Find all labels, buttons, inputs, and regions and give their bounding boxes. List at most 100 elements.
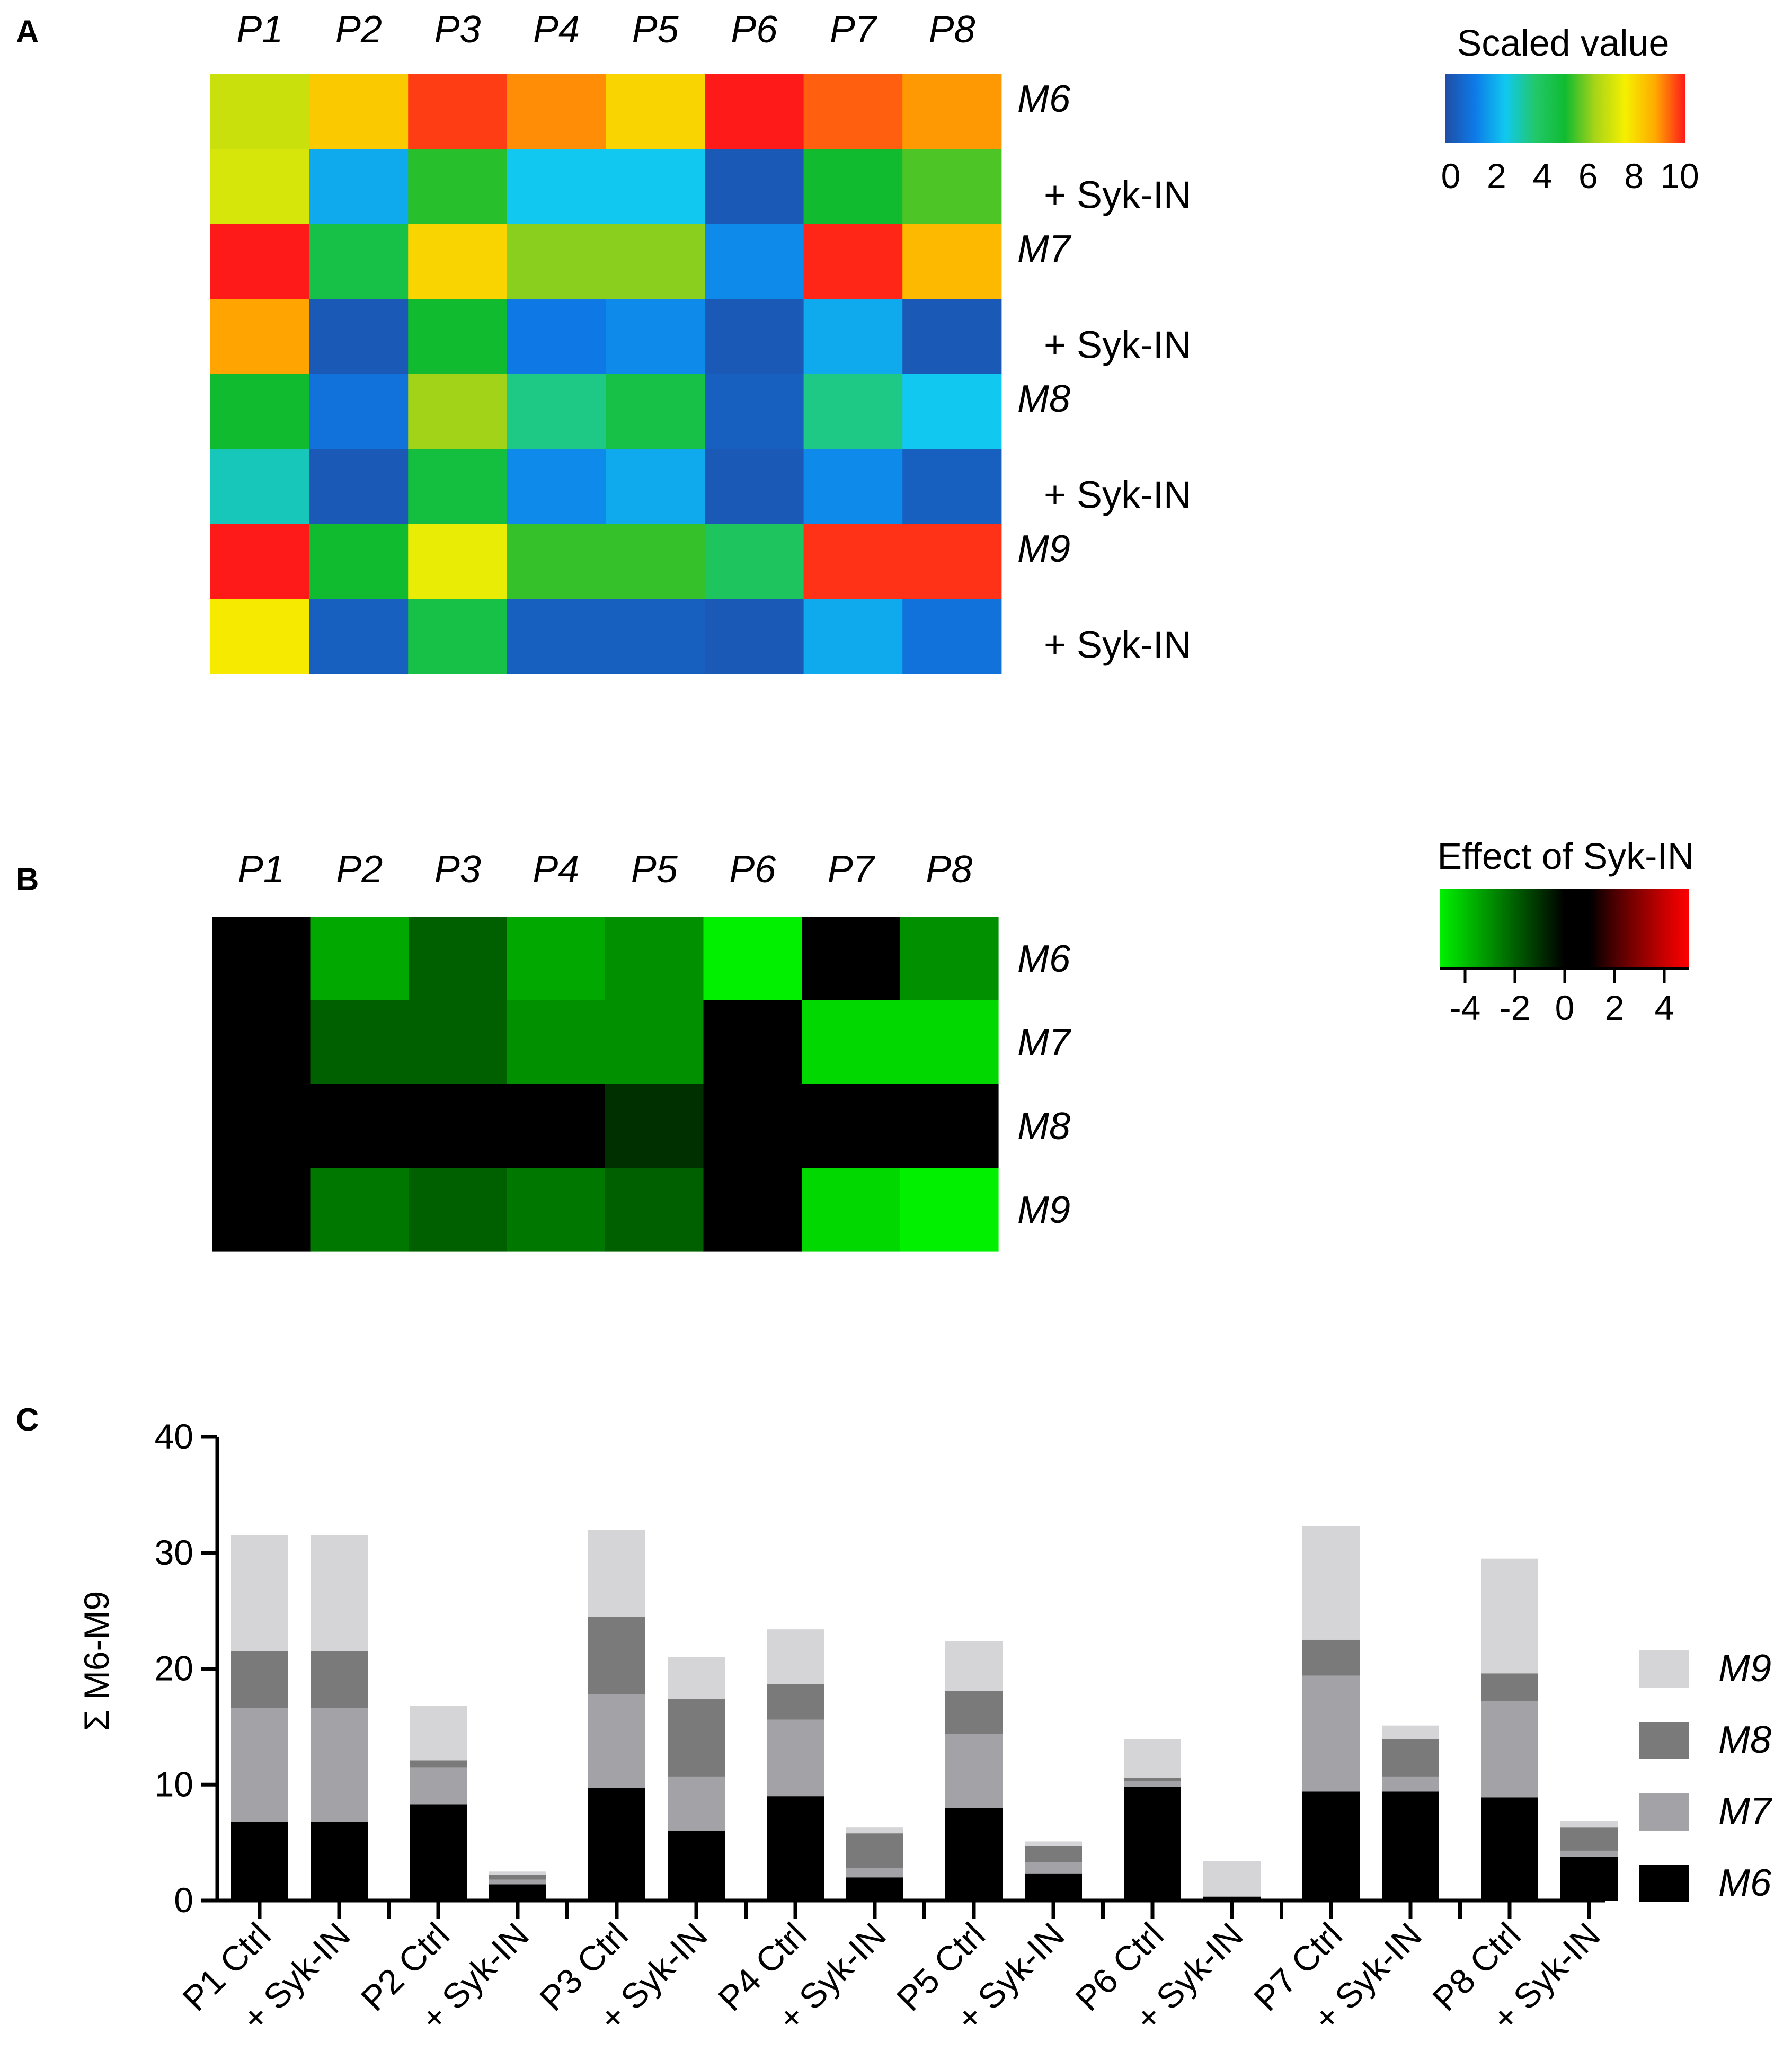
heatmap-a-cell [902,299,1002,375]
bar-segment-m6 [1560,1856,1618,1901]
heatmap-b-cell [409,1084,508,1168]
heatmap-b-col-p3: P3 [434,848,481,891]
bar-segment-m8 [1025,1846,1082,1862]
heatmap-a-cell [803,224,903,300]
heatmap-a-cell [705,599,804,674]
heatmap-a-cell [507,74,606,150]
heatmap-a-cell [705,299,804,375]
heatmap-b-cell [703,1000,802,1085]
heatmap-a-cell [507,224,606,300]
legend-swatch-m6 [1639,1865,1689,1902]
legend-label-m7: M7 [1718,1790,1773,1833]
bar-segment-m7 [1025,1862,1082,1874]
heatmap-a-cell [705,224,804,300]
heatmap-b-column-labels: P1 P2 P3 P4 P5 P6 P7 P8 [238,848,973,891]
bar-chart-c-bars [231,1526,1618,1901]
heatmap-b-cell [703,1168,802,1252]
legend-a-tick-label: 6 [1578,156,1598,196]
heatmap-a-cell [309,224,409,300]
legend-a-tick-label: 4 [1532,156,1552,196]
heatmap-b-cell [900,1000,999,1085]
legend-b-tick-label: 4 [1655,988,1674,1027]
heatmap-a-cell [606,299,705,375]
bar-segment-m7 [846,1868,903,1878]
heatmap-a-row-label: + Syk-IN [1044,324,1191,366]
heatmap-a-cell [210,74,310,150]
legend-a-tick-label: 2 [1487,156,1506,196]
heatmap-a-cell [507,299,606,375]
heatmap-a-cell [705,449,804,525]
heatmap-a-cell [309,299,409,375]
heatmap-b-cell [605,1168,704,1252]
heatmap-a-cell [606,374,705,450]
heatmap-b-cell [310,917,409,1001]
heatmap-b-col-p5: P5 [631,848,678,891]
bar-segment-m8 [410,1760,467,1768]
heatmap-a-cell [902,599,1002,674]
heatmap-a-cell [507,149,606,225]
heatmap-a-cell [803,374,903,450]
heatmap-b-row-label: M9 [1017,1189,1070,1231]
heatmap-b-row-label: M7 [1017,1022,1072,1064]
bar-segment-m9 [1203,1861,1261,1896]
heatmap-a-row-label: M8 [1017,378,1070,420]
y-axis-tick-label: 10 [155,1764,193,1804]
heatmap-b-row-label: M8 [1017,1105,1070,1148]
bar-segment-m6 [668,1831,725,1901]
legend-a-tick-label: 10 [1660,156,1699,196]
heatmap-b-cell [703,1084,802,1168]
heatmap-a-row-label: + Syk-IN [1044,474,1191,516]
legend-a-colorbar [1445,74,1685,143]
bar-chart-c-legend: M9 M8 M7 M6 [1639,1647,1773,1904]
heatmap-b-col-p4: P4 [533,848,579,891]
bar-segment-m9 [588,1530,645,1617]
heatmap-a-cell [408,149,508,225]
heatmap-a-cell [803,299,903,375]
bar-segment-m7 [588,1694,645,1788]
legend-a-title: Scaled value [1457,22,1670,64]
heatmap-a-cell [705,74,804,150]
bar-segment-m6 [489,1884,546,1901]
heatmap-a-cell [408,599,508,674]
bar-segment-m7 [1382,1776,1439,1792]
heatmap-a-cell [507,449,606,525]
heatmap-b-cell [507,1168,606,1252]
bar-segment-m6 [1302,1791,1360,1901]
heatmap-a-cell [606,224,705,300]
heatmap-a-row-labels: M6 + Syk-IN M7 + Syk-IN M8 + Syk-IN M9 + Syk-IN [1017,78,1191,667]
bar-segment-m9 [410,1706,467,1761]
heatmap-a-cell [803,149,903,225]
heatmap-b-row-label: M6 [1017,938,1071,980]
bar-segment-m9 [1382,1725,1439,1739]
panel-c-letter: C [16,1402,39,1437]
heatmap-a-cell [408,374,508,450]
legend-b-tick-label: -2 [1500,988,1531,1027]
heatmap-a-legend: Scaled value 0 2 4 6 8 10 [1441,22,1699,196]
bar-segment-m9 [1481,1558,1538,1674]
bar-segment-m8 [767,1683,824,1720]
heatmap-a-cell [309,599,409,674]
heatmap-a-cell [408,449,508,525]
legend-b-tick-label: 2 [1605,988,1625,1027]
bar-segment-m6 [410,1804,467,1901]
bar-segment-m9 [846,1827,903,1834]
panel-b-letter: B [16,862,39,897]
heatmap-a-cell [408,224,508,300]
bar-segment-m7 [767,1719,824,1797]
heatmap-b-cell [802,1000,901,1085]
y-axis-tick-label: 40 [155,1417,193,1456]
heatmap-a-col-p8: P8 [928,8,975,51]
heatmap-a-cell [309,524,409,600]
heatmap-b-cell [409,917,508,1001]
bar-segment-m9 [1025,1841,1082,1846]
bar-segment-m7 [489,1879,546,1885]
heatmap-b-cell [507,1000,606,1085]
bar-segment-m7 [668,1776,725,1831]
heatmap-b-cell [212,1084,311,1168]
heatmap-a-cell [507,599,606,674]
bar-segment-m7 [311,1708,368,1822]
heatmap-b-cell [310,1168,409,1252]
bar-segment-m9 [311,1535,368,1651]
bar-segment-m9 [945,1641,1003,1691]
